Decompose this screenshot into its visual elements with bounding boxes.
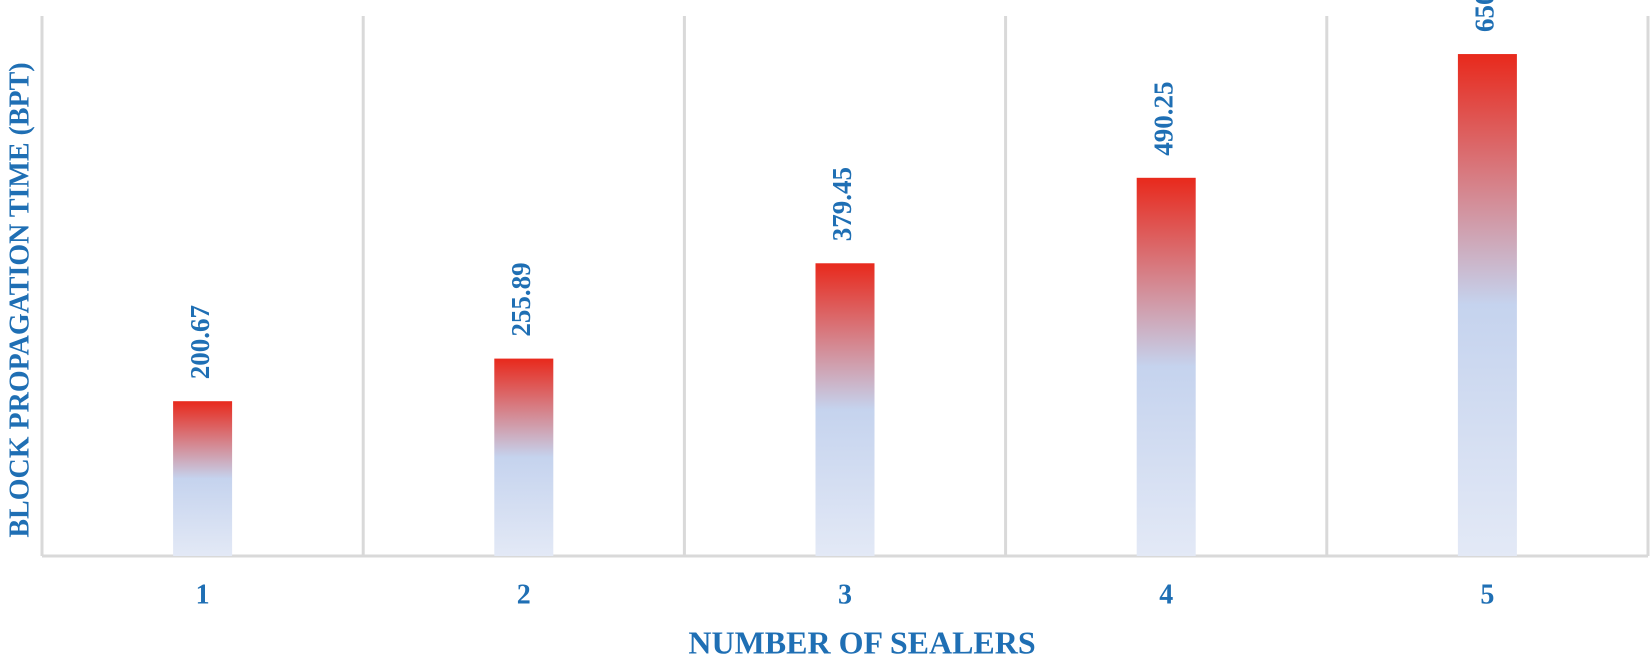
value-label: 650.67	[1470, 0, 1500, 32]
x-tick-label: 4	[1159, 579, 1173, 610]
x-tick-label: 1	[196, 579, 210, 610]
bar	[1457, 54, 1517, 557]
bar	[494, 358, 554, 556]
value-label: 379.45	[827, 167, 857, 241]
x-tick-label: 5	[1480, 579, 1494, 610]
value-label: 255.89	[506, 262, 536, 336]
x-tick-label: 2	[517, 579, 531, 610]
x-axis-title: NUMBER OF SEALERS	[688, 624, 1035, 660]
value-label: 200.67	[185, 305, 215, 379]
bar	[173, 401, 233, 556]
y-axis-title: BLOCK PROPAGATION TIME (BPT)	[4, 62, 35, 537]
value-label: 490.25	[1148, 82, 1178, 156]
bar	[1136, 177, 1196, 557]
x-tick-label: 3	[838, 579, 852, 610]
bar	[815, 263, 875, 556]
